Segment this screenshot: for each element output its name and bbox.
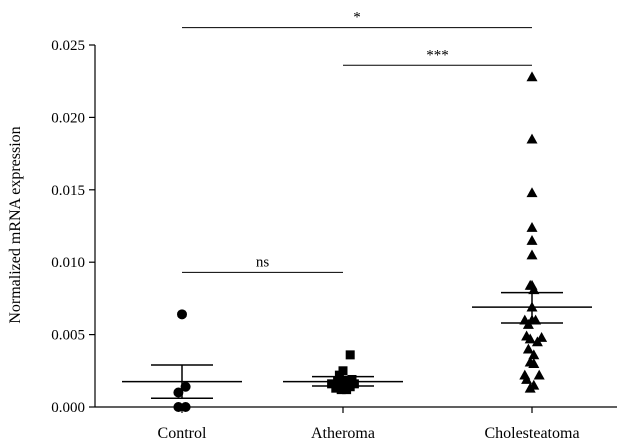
y-tick-label: 0.005 (51, 328, 85, 344)
y-axis: 0.000 0.005 0.010 0.015 0.020 0.025 (51, 38, 96, 416)
data-point (528, 358, 540, 368)
data-point (173, 402, 184, 412)
y-tick-label: 0.025 (51, 38, 85, 54)
y-axis-label: Normalized mRNA expression (7, 126, 24, 323)
data-points (173, 71, 548, 412)
data-point (522, 343, 534, 354)
significance-label: * (353, 10, 361, 26)
data-point (528, 349, 540, 360)
significance-label: *** (426, 47, 449, 63)
data-point (536, 331, 548, 342)
significance-label: ns (256, 254, 270, 270)
data-point (173, 387, 184, 398)
y-tick-label: 0.015 (51, 183, 85, 199)
data-point (338, 366, 348, 376)
significance-brackets: ns**** (182, 10, 532, 273)
data-point (526, 249, 538, 260)
data-point (530, 314, 542, 325)
data-point (528, 379, 540, 390)
x-axis: Control Atheroma Cholesteatoma (95, 406, 617, 442)
data-point (180, 381, 191, 392)
data-point (177, 309, 187, 320)
y-tick-label: 0.020 (51, 110, 85, 126)
data-point (345, 350, 355, 360)
data-point (180, 402, 191, 412)
mean-sem-bars (122, 291, 592, 400)
data-point (526, 133, 538, 144)
data-point (528, 284, 540, 295)
data-point (526, 234, 538, 245)
x-tick-label: Cholesteatoma (484, 425, 579, 442)
data-point (526, 221, 538, 232)
x-tick-label: Atheroma (311, 425, 375, 442)
data-point (533, 369, 545, 380)
data-point (526, 71, 538, 82)
data-point (526, 187, 538, 198)
data-point (349, 379, 359, 389)
x-tick-label: Control (158, 425, 207, 442)
data-point (524, 333, 536, 344)
y-tick-label: 0.000 (51, 400, 85, 416)
data-point (521, 373, 533, 384)
y-tick-label: 0.010 (51, 255, 85, 271)
